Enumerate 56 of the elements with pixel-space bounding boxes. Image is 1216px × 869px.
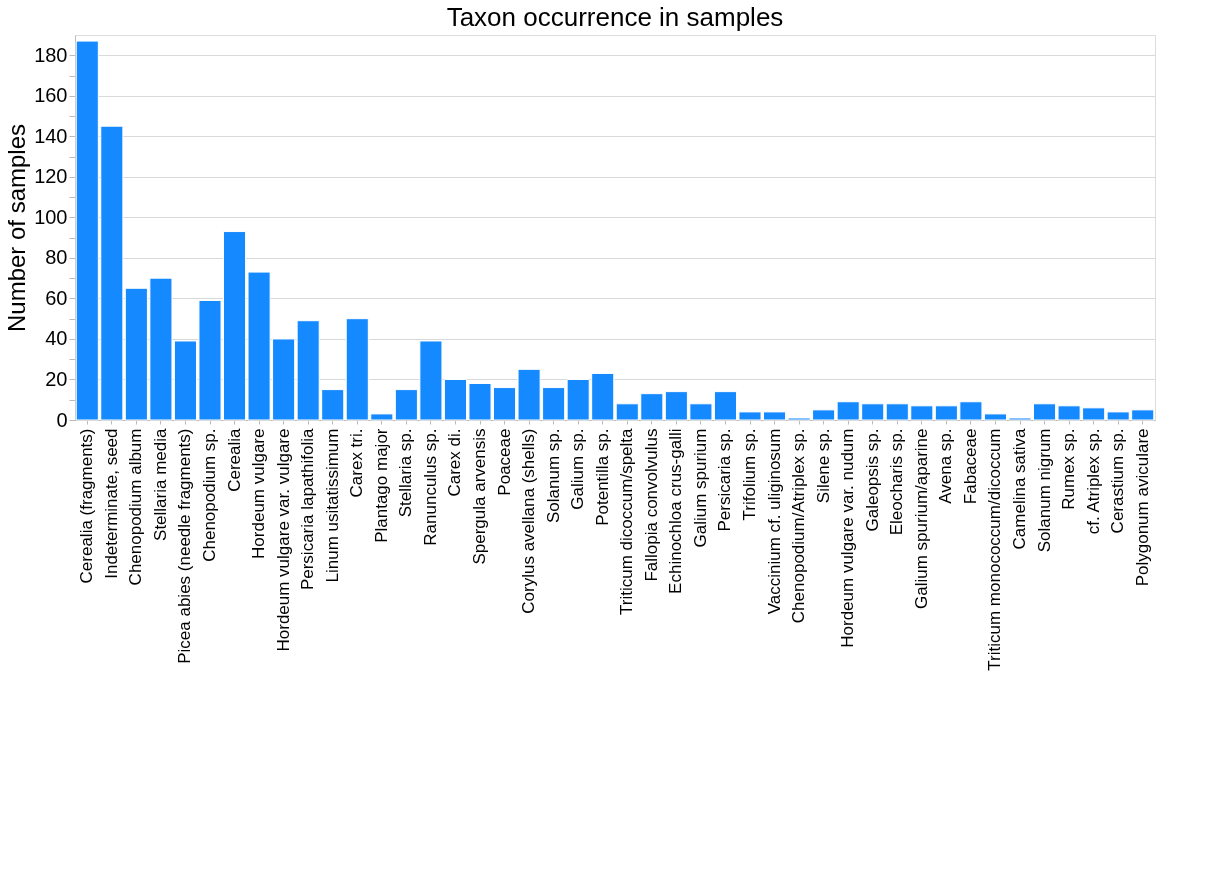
x-tick-label: Indeterminate, seed bbox=[101, 428, 121, 579]
y-tick-label: 20 bbox=[45, 367, 68, 390]
x-tick-label: Hordeum vulgare var. vulgare bbox=[273, 428, 293, 652]
x-tick-label: Polygonum aviculare bbox=[1132, 428, 1152, 587]
x-tick-label: Triticum dicoccum/spelta bbox=[617, 427, 637, 615]
x-tick-label: Poaceae bbox=[494, 428, 514, 496]
x-tick-label: cf. Atriplex sp. bbox=[1083, 428, 1103, 535]
x-tick-label: Picea abies (needle fragments) bbox=[175, 428, 195, 664]
x-tick-label: Cerealia (fragments) bbox=[77, 428, 97, 584]
chart-title: Taxon occurrence in samples bbox=[446, 2, 784, 32]
x-tick-label: Ranunculus sp. bbox=[420, 428, 440, 546]
x-tick-label: Galium spurium bbox=[690, 428, 710, 548]
x-tick-label: Potentilla sp. bbox=[592, 428, 612, 526]
y-tick-label: 140 bbox=[34, 124, 68, 147]
x-tick-label: Galeopsis sp. bbox=[862, 428, 882, 532]
x-tick-label: Persicaria sp. bbox=[715, 428, 735, 532]
x-tick-label: Eleocharis sp. bbox=[887, 428, 907, 536]
x-tick-label: Solanum sp. bbox=[543, 428, 563, 523]
x-tick-label: Triticum monococcum/dicoccum bbox=[985, 428, 1005, 671]
x-tick-label: Cerealia bbox=[224, 427, 244, 492]
x-tick-label: Linum usitatissimum bbox=[322, 428, 342, 583]
y-tick-label: 120 bbox=[34, 165, 68, 188]
x-tick-label: Stellaria sp. bbox=[396, 428, 416, 518]
x-tick-label: Chenopodium sp. bbox=[200, 428, 219, 562]
x-tick-label: Chenopodium/Atriplex sp. bbox=[789, 428, 809, 624]
x-tick-label: Vaccinium cf. uliginosum bbox=[764, 428, 784, 615]
y-axis-title: Number of samples bbox=[3, 123, 31, 333]
x-tick-label: Avena sp. bbox=[936, 428, 956, 504]
x-tick-label: Solanum nigrum bbox=[1034, 428, 1054, 553]
x-tick-label: Galium sp. bbox=[568, 428, 588, 510]
x-tick-label: Carex tri. bbox=[347, 428, 367, 498]
x-tick-label: Galium spurium/aparine bbox=[911, 428, 931, 609]
x-tick-label: Plantago major bbox=[371, 428, 391, 543]
y-tick-label: 100 bbox=[34, 205, 68, 228]
y-tick-label: 60 bbox=[45, 286, 68, 309]
y-tick-label: 0 bbox=[56, 408, 68, 431]
x-tick-label: Persicaria lapathifolia bbox=[298, 427, 318, 591]
x-tick-label: Rumex sp. bbox=[1059, 428, 1079, 510]
x-tick-label: Stellaria media bbox=[150, 427, 170, 541]
x-tick-label: Chenopodium album bbox=[126, 428, 146, 586]
x-tick-label: Camelina sativa bbox=[1010, 427, 1029, 550]
x-tick-label: Fabaceae bbox=[960, 428, 980, 505]
y-tick-label: 40 bbox=[45, 327, 68, 350]
x-tick-label: Hordeum vulgare bbox=[249, 428, 269, 559]
x-tick-label: Carex di. bbox=[445, 428, 465, 497]
x-tick-label: Cerastium sp. bbox=[1108, 428, 1128, 534]
x-tick-label: Hordeum vulgare var. nudum bbox=[838, 428, 858, 648]
x-tick-label: Spergula arvensis bbox=[470, 428, 489, 565]
y-tick-label: 160 bbox=[34, 84, 68, 107]
x-tick-label: Silene sp. bbox=[813, 428, 833, 504]
y-tick-label: 180 bbox=[34, 43, 68, 66]
x-tick-label: Echinochloa crus-galli bbox=[666, 428, 686, 594]
x-tick-label: Corylus avellana (shells) bbox=[519, 428, 539, 614]
x-tick-label: Fallopia convolvulus bbox=[641, 428, 661, 582]
x-tick-label: Trifolium sp. bbox=[740, 428, 759, 521]
y-tick-label: 80 bbox=[45, 246, 68, 269]
